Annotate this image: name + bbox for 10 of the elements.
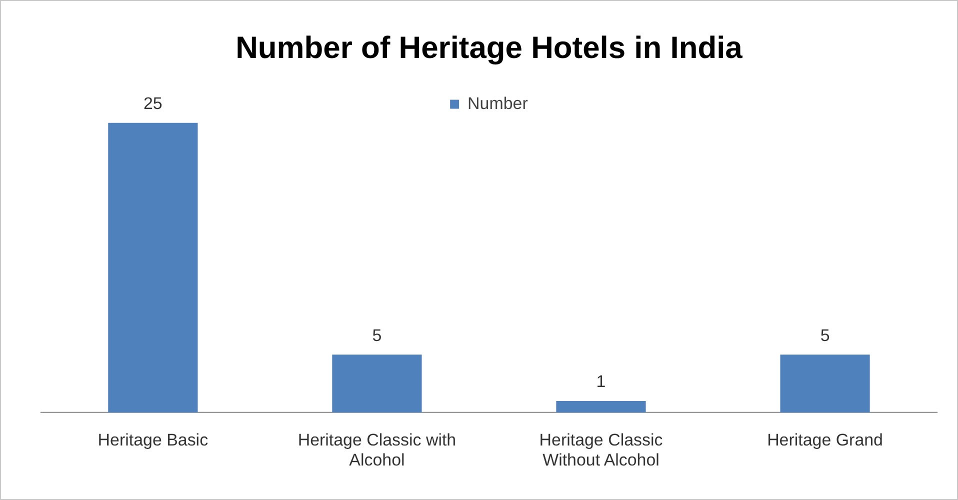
x-tick-label: Heritage Grand	[767, 430, 883, 450]
x-tick-label: Heritage Classic Without Alcohol	[539, 430, 664, 470]
data-label: 5	[820, 326, 830, 345]
x-tick-label: Heritage Basic	[98, 430, 209, 450]
data-label: 1	[596, 372, 606, 392]
x-tick-label: Heritage Classic with Alcohol	[298, 430, 456, 470]
data-label: 5	[372, 326, 382, 345]
legend-label: Number	[468, 94, 528, 113]
chart-title: Number of Heritage Hotels in India	[236, 30, 744, 65]
data-label: 25	[144, 94, 162, 113]
